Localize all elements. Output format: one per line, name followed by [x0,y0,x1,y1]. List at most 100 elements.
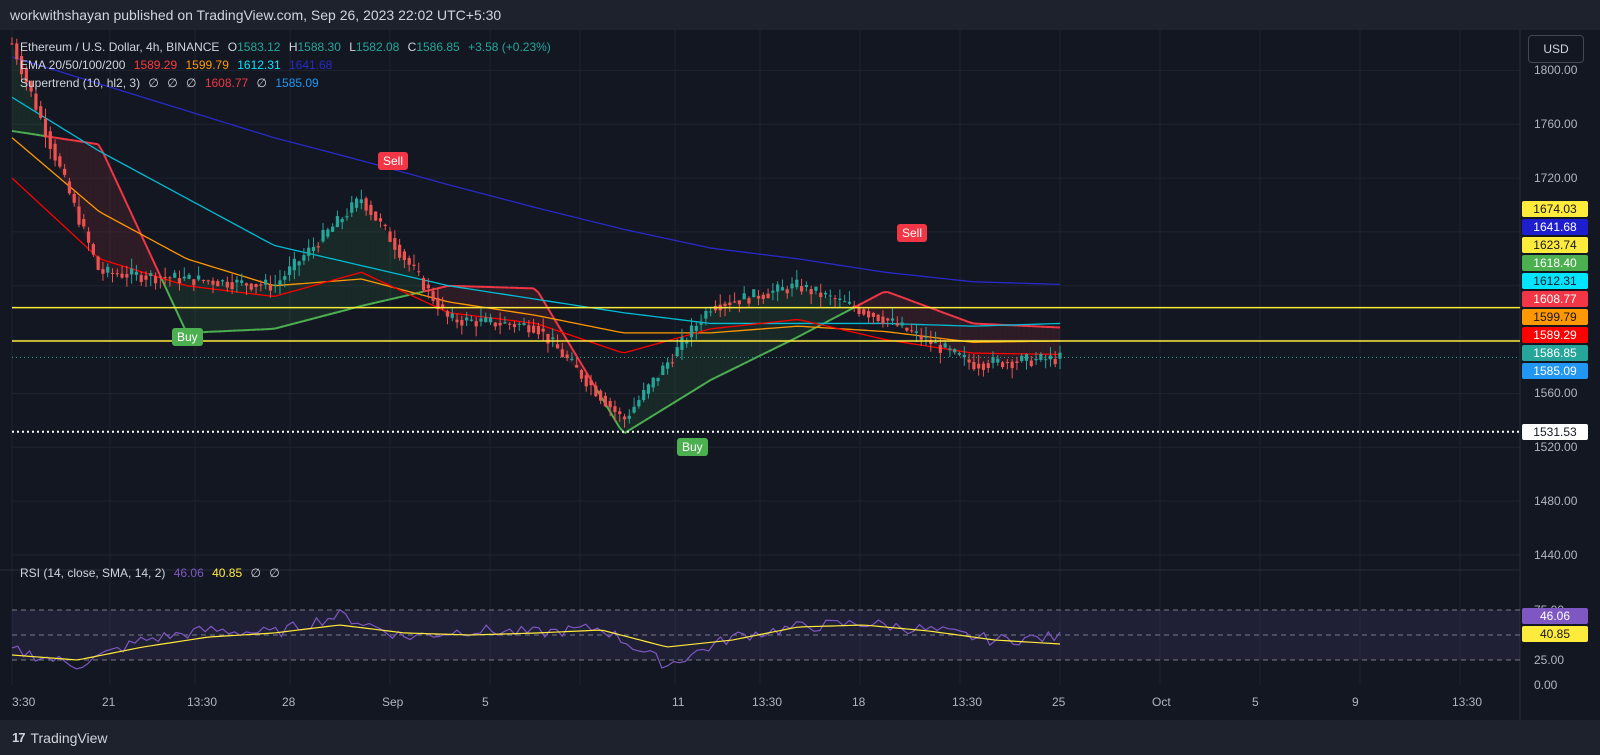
low-label: L [349,40,356,54]
candle [900,322,904,326]
candle [240,280,244,283]
candle [996,358,1000,363]
supertrend-segment [432,287,439,291]
candle [637,400,641,407]
supertrend-fill [117,183,123,275]
supertrend-fill [83,142,89,245]
candle [158,276,162,278]
supertrend-fill [734,299,740,369]
change-value: +3.58 (+0.23%) [468,40,551,54]
supertrend-segment [896,294,903,299]
candle [479,318,483,322]
candle [508,323,512,325]
candle [364,198,368,211]
supertrend-segment [418,290,424,294]
time-axis-label: 21 [102,695,116,709]
symbol-label[interactable]: Ethereum / U.S. Dollar, 4h, BINANCE [20,40,220,54]
supertrend-segment [968,321,975,325]
chart-canvas[interactable] [0,30,1600,720]
candle [599,390,603,401]
candle [197,275,201,280]
candle [268,285,273,291]
rsi-legend[interactable]: RSI (14, close, SMA, 14, 2) 46.06 40.85 … [20,566,285,580]
candle [15,43,19,60]
supertrend-up-value: 1585.09 [275,76,319,90]
candle [378,218,383,222]
candle [359,199,363,204]
candle [130,268,134,275]
supertrend-segment [561,331,568,341]
candle [86,231,91,243]
candle [302,255,306,261]
supertrend-segment [738,362,745,367]
supertrend-segment [647,414,654,420]
candle [211,280,215,285]
supertrend-segment [628,426,635,432]
candle [316,246,320,248]
candle [618,411,622,415]
time-axis-label: 28 [282,695,296,709]
price-axis-label: 1440.00 [1534,548,1578,562]
supertrend-fill [351,203,357,309]
supertrend-segment [341,308,348,312]
supertrend-segment [547,307,554,317]
supertrend-fill [337,217,343,313]
candle [752,289,756,298]
supertrend-legend[interactable]: Supertrend (10, hl2, 3) ∅ ∅ ∅ 1608.77 ∅ … [20,76,324,90]
supertrend-segment [11,129,17,133]
candle [474,321,478,327]
supertrend-fill [313,241,319,319]
supertrend-fill [667,356,673,407]
currency-button[interactable]: USD [1528,35,1584,63]
supertrend-fill [935,309,941,348]
supertrend-fill [122,193,127,275]
supertrend-segment [26,132,32,135]
supertrend-fill [969,322,974,364]
supertrend-segment [695,385,702,390]
candle [465,317,469,321]
supertrend-fill [806,288,812,333]
tradingview-brand[interactable]: TradingView [30,729,108,746]
ema-legend[interactable]: EMA 20/50/100/200 1589.29 1599.79 1612.3… [20,58,337,72]
candle [1034,358,1038,361]
supertrend-segment [782,341,788,346]
candle [584,375,588,387]
price-tag: 1599.79 [1522,309,1588,325]
supertrend-fill [217,281,223,332]
supertrend-fill [777,289,783,347]
buy-signal-tag[interactable]: Buy [677,438,708,456]
buy-signal-tag[interactable]: Buy [172,328,203,346]
supertrend-segment [74,139,80,143]
candle [48,131,52,149]
candle [512,324,517,328]
time-axis-label: 18 [852,695,866,709]
candle [694,325,698,332]
supertrend-segment [59,137,65,141]
supertrend-fill [815,292,821,328]
supertrend-segment [944,312,951,316]
sell-signal-tag[interactable]: Sell [378,152,409,170]
sell-signal-tag[interactable]: Sell [897,224,928,242]
supertrend-fill [1036,326,1041,360]
supertrend-fill [911,300,917,336]
supertrend-segment [916,301,922,306]
candle [1048,355,1053,360]
candle [555,344,560,349]
supertrend-segment [901,296,908,301]
supertrend-segment [580,363,588,373]
candle [967,359,971,363]
candle [771,290,775,293]
tradingview-logo-icon[interactable]: 17 [12,730,26,745]
open-label: O [227,40,238,54]
supertrend-segment [892,292,898,297]
supertrend-fill [782,288,788,345]
candle [153,276,158,284]
candle [919,335,923,340]
candle [177,278,182,284]
supertrend-segment [169,296,176,308]
ema100-line [11,96,1061,327]
candle [460,320,464,326]
candle [450,313,454,318]
time-axis-label: 3:30 [12,695,36,709]
supertrend-segment [681,393,688,399]
